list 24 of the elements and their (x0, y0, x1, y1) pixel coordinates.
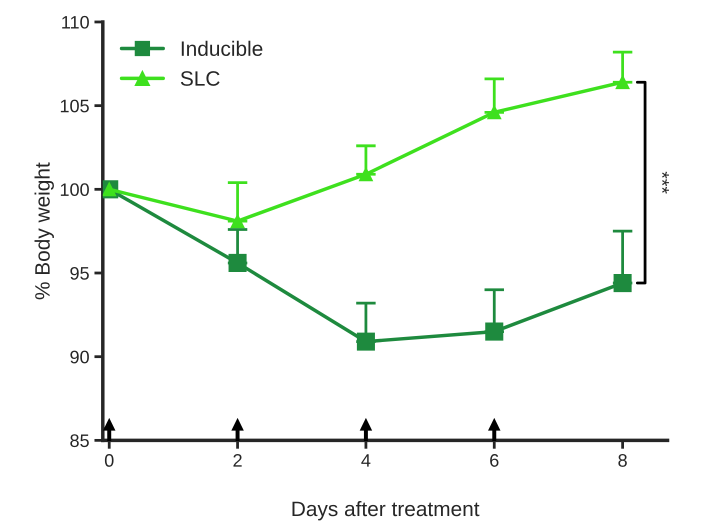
y-tick-label: 85 (70, 434, 89, 448)
y-tick-label: 110 (62, 16, 89, 29)
x-tick-label: 8 (618, 454, 627, 467)
y-tick-label: 105 (60, 100, 89, 112)
legend-label: SLC (180, 71, 220, 86)
x-tick-label: 6 (490, 454, 498, 467)
y-tick-label: 100 (60, 183, 89, 196)
point (485, 322, 504, 341)
y-tick-label: 90 (70, 350, 89, 364)
point (614, 274, 632, 292)
x-axis-title: Days after treatment (292, 500, 480, 520)
point (230, 214, 245, 228)
x-tick-label: 0 (104, 454, 114, 467)
y-tick-label: 95 (70, 266, 89, 280)
point (616, 75, 630, 90)
y-axis-title: % Body weight (34, 162, 54, 300)
point (358, 167, 373, 182)
legend-label: Inducible (182, 40, 262, 56)
x-tick-label: 4 (361, 454, 370, 467)
point (356, 332, 375, 351)
point (487, 105, 502, 120)
x-tick-label: 2 (233, 454, 242, 467)
point (228, 254, 247, 272)
annotation: *** (662, 172, 669, 194)
